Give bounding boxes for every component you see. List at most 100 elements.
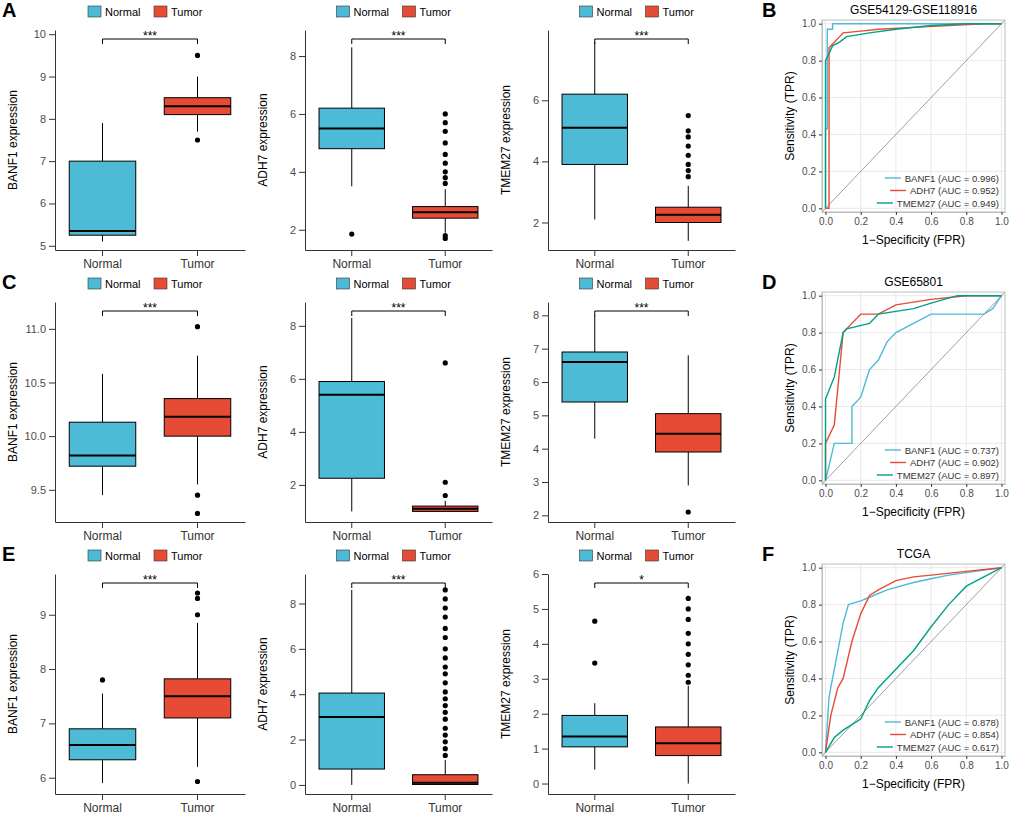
tick-label: 0.2 xyxy=(854,488,868,499)
tick: 0.6 xyxy=(925,212,939,227)
tick-label: 9 xyxy=(40,609,46,621)
tick: 0.4 xyxy=(889,212,903,227)
legend-swatch xyxy=(885,177,901,178)
outlier xyxy=(195,596,200,601)
roc-curve xyxy=(826,24,1002,209)
whisker xyxy=(445,501,446,506)
tick: 0.2 xyxy=(854,212,868,227)
roc-curve xyxy=(826,296,1002,481)
tick: Normal xyxy=(575,250,614,271)
tick-label: Normal xyxy=(332,257,371,271)
tick-label: 8 xyxy=(290,320,296,332)
panel-label: C xyxy=(2,271,16,293)
tick-label: 0 xyxy=(533,778,539,790)
outlier xyxy=(349,231,354,236)
median xyxy=(164,695,231,697)
median xyxy=(319,127,384,129)
tick: 6 xyxy=(533,94,548,106)
significance-label: * xyxy=(639,573,644,587)
panel-label: B xyxy=(762,0,776,21)
tick: 9 xyxy=(40,609,55,621)
significance-label: *** xyxy=(143,301,157,315)
outlier xyxy=(443,152,448,157)
legend-swatch xyxy=(877,202,893,203)
tick: 6 xyxy=(40,197,55,209)
outlier xyxy=(195,137,200,142)
tick-label: 4 xyxy=(533,155,539,167)
tick-label: 7 xyxy=(40,717,46,729)
tick: 0.4 xyxy=(889,484,903,499)
outlier xyxy=(195,493,200,498)
legend-label: Tumor xyxy=(420,278,452,290)
tick: 0.0 xyxy=(802,747,822,758)
significance-label: *** xyxy=(634,29,648,43)
tick-label: 0.8 xyxy=(802,599,816,610)
tick-label: Tumor xyxy=(180,257,214,271)
tick: 5 xyxy=(533,409,548,421)
y-axis-title: TMEM27 expression xyxy=(499,357,513,467)
tick-mark xyxy=(819,134,822,135)
chart-title: GSE54129-GSE118916 xyxy=(850,3,978,17)
y-axis-title: Sensitivity (TPR) xyxy=(783,615,797,704)
axis-line xyxy=(549,794,736,795)
tick: 0.8 xyxy=(960,212,974,227)
tick-label: 0.2 xyxy=(802,166,816,177)
tick-label: 9 xyxy=(40,71,46,83)
tick-mark xyxy=(1001,484,1002,487)
box xyxy=(319,693,384,769)
legend-swatch xyxy=(337,550,350,561)
outlier xyxy=(686,606,691,611)
tick-mark xyxy=(542,315,548,316)
box xyxy=(69,422,136,466)
outlier xyxy=(443,140,448,145)
whisker xyxy=(351,318,352,382)
tick-mark xyxy=(896,756,897,759)
axis-line xyxy=(56,794,246,795)
tick: 1.0 xyxy=(995,212,1009,227)
tick-label: 0.4 xyxy=(889,760,903,771)
legend: NormalTumor xyxy=(337,6,452,18)
tick-label: Normal xyxy=(575,529,614,543)
tick-label: 6 xyxy=(40,772,46,784)
tick: 7 xyxy=(533,343,548,355)
tick: 1 xyxy=(533,743,548,755)
x-axis: NormalTumor xyxy=(56,794,246,815)
median xyxy=(69,230,136,232)
tick-label: 2 xyxy=(290,224,296,236)
plot-area xyxy=(319,47,478,241)
legend-swatch xyxy=(877,474,893,475)
reference-diagonal xyxy=(822,292,1005,484)
outlier xyxy=(592,619,597,624)
tick: 2 xyxy=(533,509,548,521)
tick-mark xyxy=(819,333,822,334)
tick-mark xyxy=(861,756,862,759)
tick-mark xyxy=(819,208,822,209)
tick-label: 6 xyxy=(290,108,296,120)
tick-mark xyxy=(931,756,932,759)
y-axis: 5678910 xyxy=(34,28,56,252)
legend-swatch xyxy=(877,746,893,747)
tick: Tumor xyxy=(671,250,705,271)
tick: Tumor xyxy=(428,522,462,543)
tick-mark xyxy=(351,794,352,800)
whisker xyxy=(197,77,198,98)
legend-label: ADH7 (AUC = 0.854) xyxy=(910,729,999,740)
box xyxy=(656,414,721,452)
y-axis-title: ADH7 expression xyxy=(256,637,270,730)
tick: Tumor xyxy=(180,522,214,543)
grid-line xyxy=(860,564,861,756)
x-axis: 0.00.20.40.60.81.0 xyxy=(819,756,1009,771)
tick-mark xyxy=(299,172,305,173)
legend-label: Normal xyxy=(354,6,389,18)
tick-label: 0 xyxy=(290,779,296,791)
tick-mark xyxy=(542,749,548,750)
outlier xyxy=(443,635,448,640)
tick-mark xyxy=(819,443,822,444)
legend-label: TMEM27 (AUC = 0.617) xyxy=(897,742,999,753)
tick: 2 xyxy=(290,734,305,746)
tick-label: 0.6 xyxy=(802,364,816,375)
tick-label: 0.4 xyxy=(802,673,816,684)
outlier xyxy=(443,646,448,651)
box xyxy=(319,108,384,149)
tick-label: 8 xyxy=(290,50,296,62)
